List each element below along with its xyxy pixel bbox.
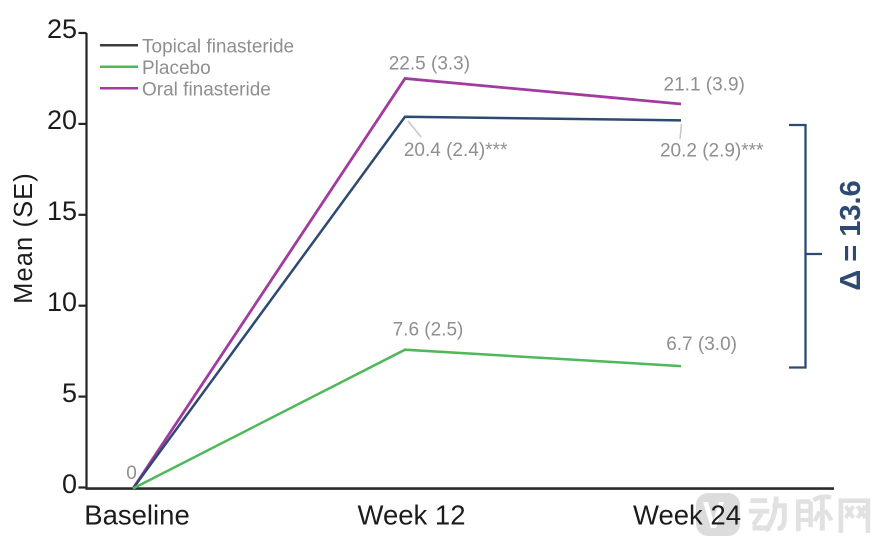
svg-text:Placebo: Placebo bbox=[142, 58, 211, 79]
svg-text:10: 10 bbox=[47, 287, 77, 317]
svg-text:Δ = 13.6: Δ = 13.6 bbox=[835, 180, 867, 290]
svg-text:25: 25 bbox=[47, 14, 77, 44]
svg-text:Week 12: Week 12 bbox=[357, 500, 465, 531]
svg-text:Oral finasteride: Oral finasteride bbox=[142, 80, 271, 101]
svg-text:7.6 (2.5): 7.6 (2.5) bbox=[393, 319, 464, 340]
svg-text:21.1 (3.9): 21.1 (3.9) bbox=[664, 74, 745, 95]
svg-text:Week 24: Week 24 bbox=[633, 500, 741, 531]
svg-text:20.4 (2.4)***: 20.4 (2.4)*** bbox=[404, 140, 508, 161]
svg-text:20: 20 bbox=[47, 105, 77, 135]
svg-text:0: 0 bbox=[62, 469, 77, 499]
svg-text:6.7 (3.0): 6.7 (3.0) bbox=[666, 334, 737, 355]
svg-text:5: 5 bbox=[62, 378, 77, 408]
svg-text:20.2 (2.9)***: 20.2 (2.9)*** bbox=[660, 140, 764, 161]
svg-text:15: 15 bbox=[47, 196, 77, 226]
svg-text:22.5 (3.3): 22.5 (3.3) bbox=[389, 53, 470, 74]
svg-text:0: 0 bbox=[126, 463, 137, 484]
svg-text:Topical finasteride: Topical finasteride bbox=[142, 37, 294, 58]
svg-text:Baseline: Baseline bbox=[84, 500, 190, 531]
svg-text:Mean (SE): Mean (SE) bbox=[10, 172, 38, 304]
